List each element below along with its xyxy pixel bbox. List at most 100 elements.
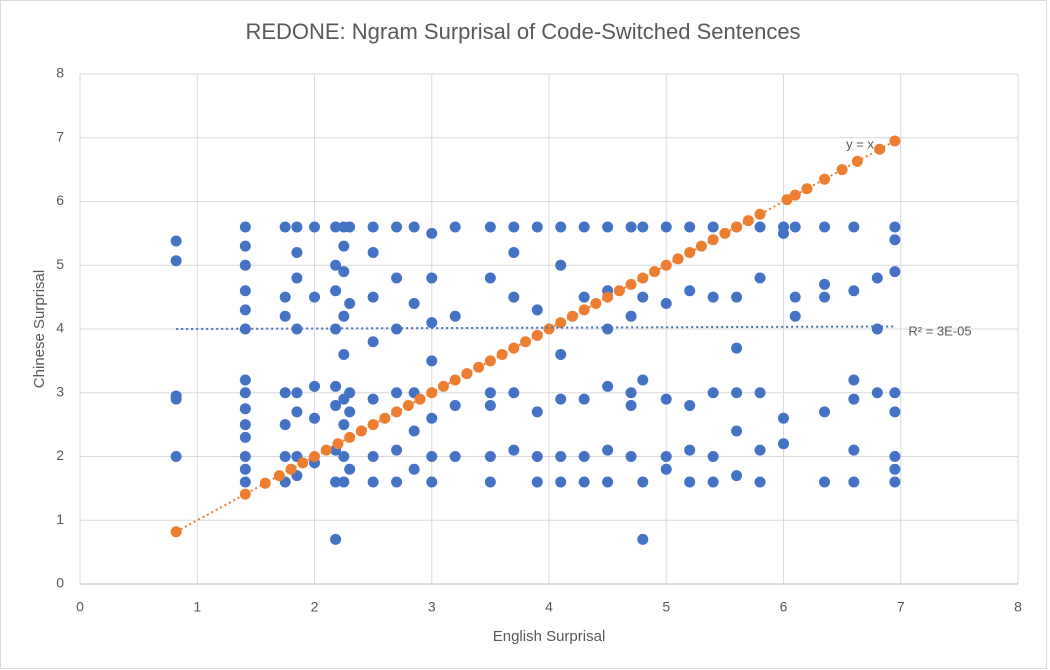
point [602, 476, 614, 488]
point [719, 227, 731, 239]
point [309, 412, 320, 424]
point [344, 463, 356, 475]
x-tick-label: 3 [428, 599, 436, 615]
point [408, 463, 420, 475]
point [819, 278, 831, 290]
trendline-label: R² = 3E-05 [908, 323, 971, 338]
point [170, 451, 182, 462]
point [508, 342, 520, 354]
point [391, 272, 403, 284]
point [889, 266, 901, 278]
point [484, 355, 496, 367]
point [889, 476, 901, 488]
x-tick-label: 0 [76, 599, 84, 615]
chart-title: REDONE: Ngram Surprisal of Code-Switched… [245, 19, 800, 44]
x-tick-label: 1 [193, 599, 201, 615]
point [309, 291, 320, 303]
point [625, 221, 637, 233]
point [660, 221, 672, 233]
point [801, 183, 813, 195]
point [731, 470, 743, 482]
x-tick-label: 7 [897, 599, 905, 615]
point [789, 189, 801, 201]
y-tick-label: 6 [56, 192, 64, 208]
point [889, 463, 901, 475]
point [449, 400, 461, 411]
point [449, 374, 461, 386]
point [707, 291, 719, 303]
trendline-label: y = x [846, 136, 874, 151]
point [330, 380, 342, 392]
point [291, 272, 303, 284]
x-tick-label: 8 [1014, 599, 1022, 615]
point [707, 476, 719, 488]
point [889, 234, 901, 246]
point [613, 285, 625, 297]
point [338, 240, 350, 252]
point [819, 476, 831, 488]
point [555, 476, 567, 488]
point [279, 291, 291, 303]
point [543, 323, 555, 335]
point [484, 476, 496, 488]
point [848, 374, 860, 386]
point [754, 387, 766, 399]
point [426, 476, 438, 488]
point [473, 361, 485, 373]
point [367, 221, 379, 233]
point [239, 221, 251, 233]
point [531, 304, 543, 316]
y-axis-label: Chinese Surprisal [31, 270, 48, 388]
point [602, 221, 614, 233]
point [291, 406, 303, 418]
point [602, 323, 614, 335]
point [848, 476, 860, 488]
point [754, 208, 766, 220]
point [344, 387, 356, 399]
point [754, 272, 766, 284]
point [848, 285, 860, 297]
point [695, 240, 707, 252]
point [848, 393, 860, 405]
point [731, 291, 743, 303]
trendline [175, 140, 896, 533]
point [637, 291, 649, 303]
point [344, 221, 356, 233]
point [625, 278, 637, 290]
point [871, 387, 883, 399]
point [309, 451, 320, 462]
point [239, 323, 251, 335]
point [555, 393, 567, 405]
point [731, 387, 743, 399]
point [789, 221, 801, 233]
point [578, 221, 590, 233]
y-tick-label: 5 [56, 256, 64, 272]
point [531, 221, 543, 233]
point [578, 476, 590, 488]
point [889, 387, 901, 399]
point [778, 438, 789, 450]
point [426, 272, 438, 284]
point [330, 400, 342, 411]
point [309, 380, 320, 392]
point [408, 425, 420, 437]
point [170, 393, 182, 405]
point [555, 451, 567, 462]
point [555, 349, 567, 360]
point [239, 419, 251, 431]
point [637, 374, 649, 386]
x-tick-label: 5 [662, 599, 670, 615]
point [332, 438, 344, 450]
point [684, 400, 696, 411]
point [731, 221, 743, 233]
point [578, 304, 590, 316]
point [625, 451, 637, 462]
point [408, 221, 420, 233]
point [754, 221, 766, 233]
point [637, 221, 649, 233]
point [789, 310, 801, 322]
point [379, 412, 391, 424]
point [484, 272, 496, 284]
point [426, 451, 438, 462]
point [279, 451, 291, 462]
